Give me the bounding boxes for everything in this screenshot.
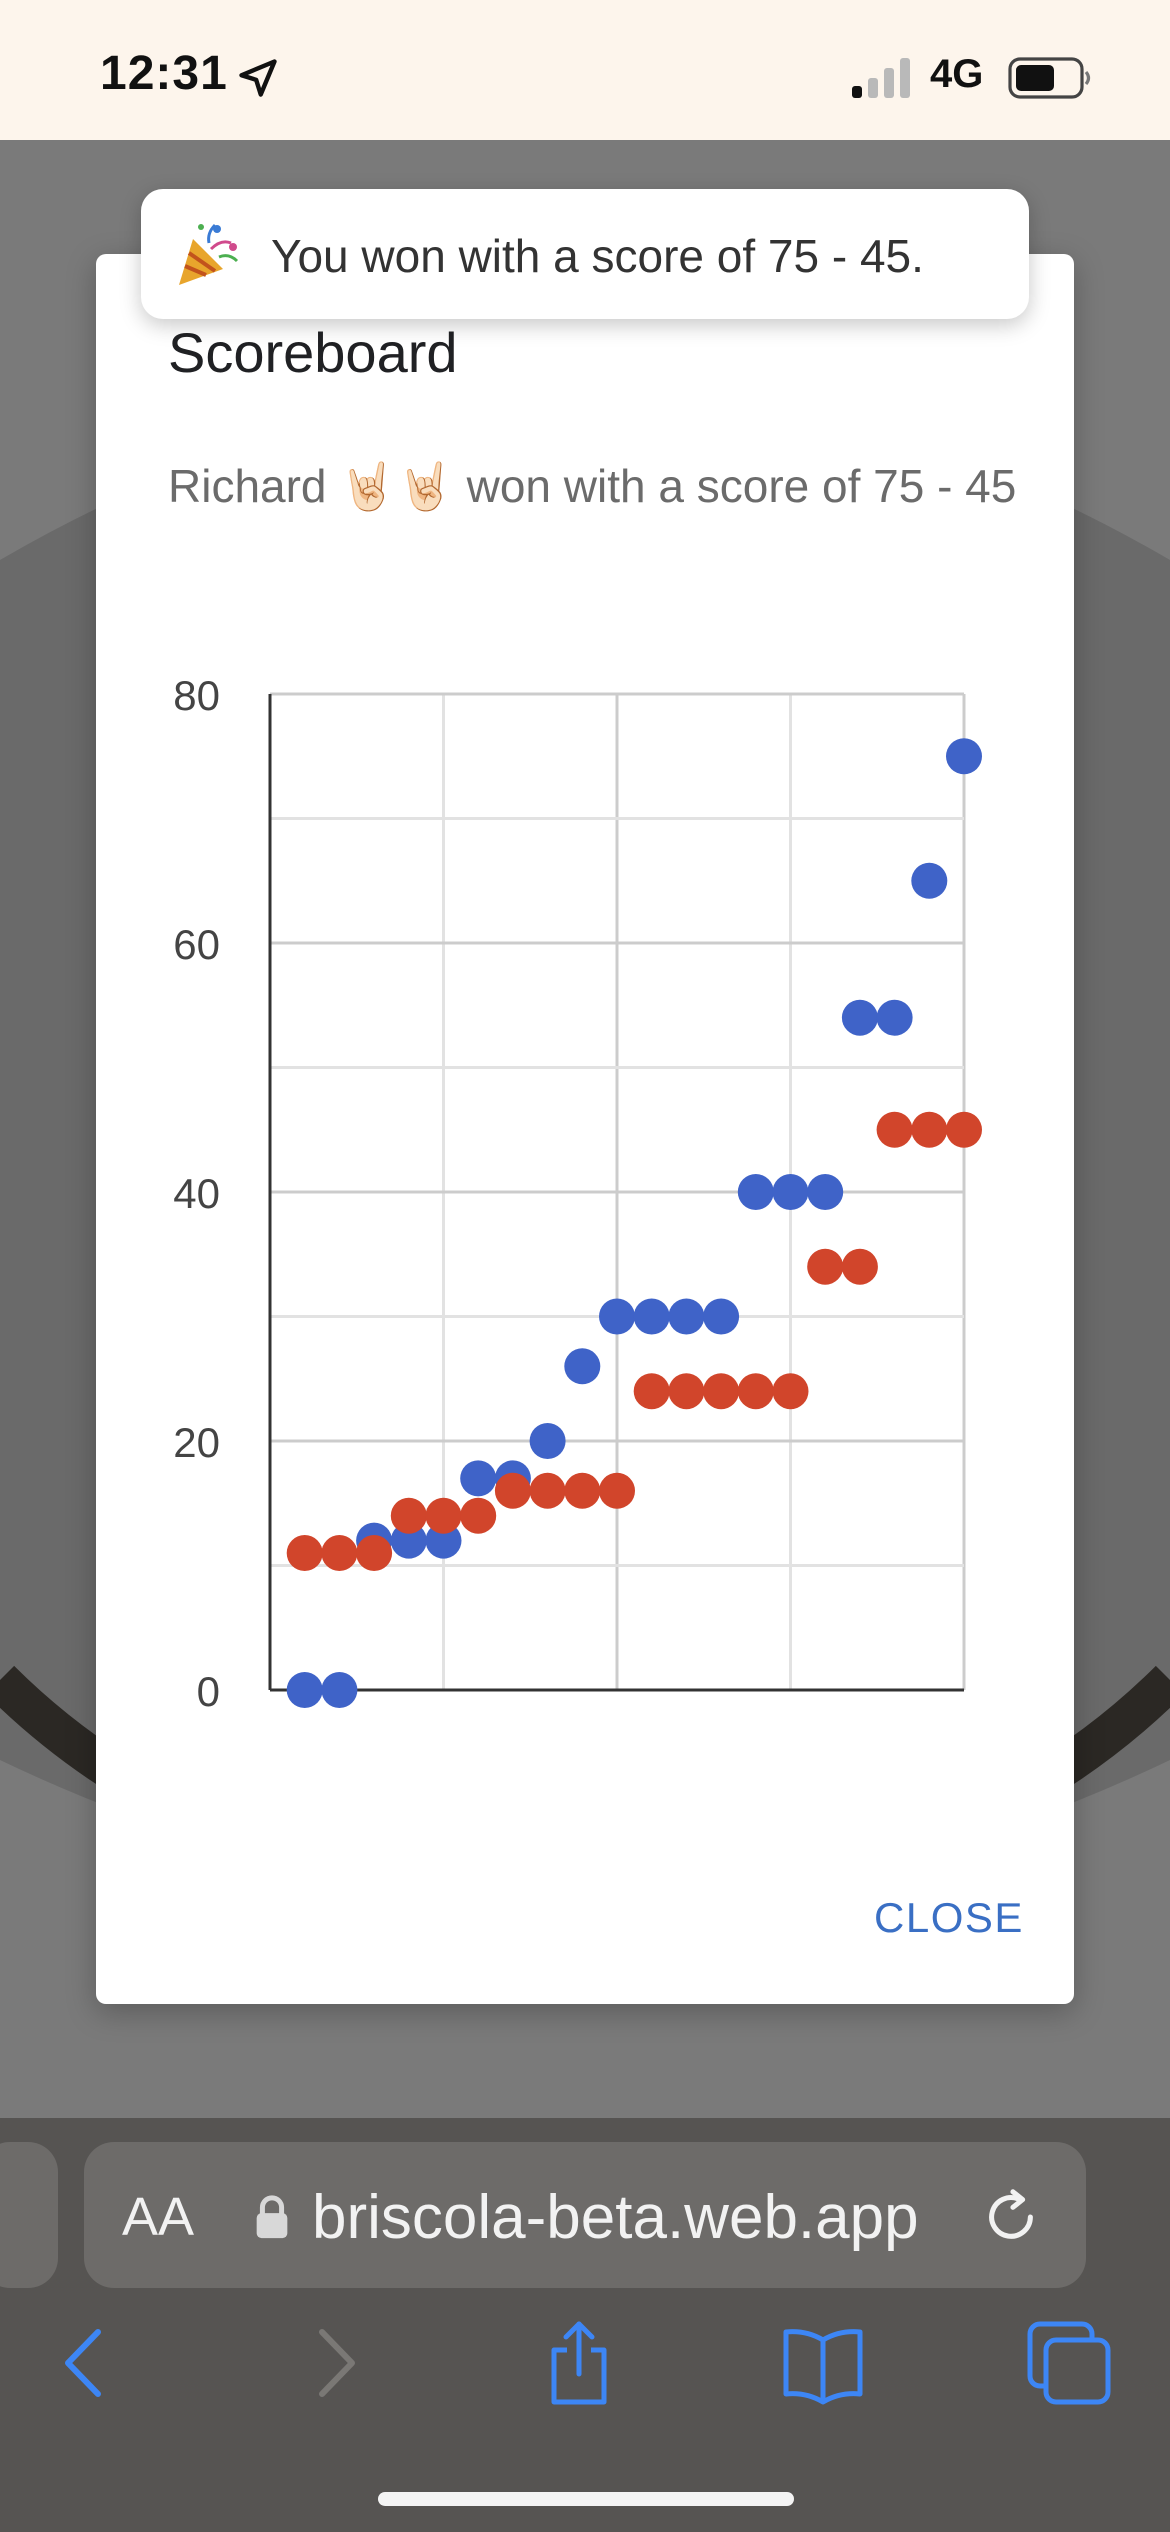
y-tick-label: 60	[173, 921, 220, 968]
opponent-score-point	[633, 1373, 670, 1410]
battery-icon	[1008, 57, 1091, 99]
lock-icon	[256, 2195, 288, 2239]
opponent-score-point	[668, 1373, 705, 1410]
win-toast: You won with a score of 75 - 45.	[141, 189, 1029, 319]
opponent-score-point	[321, 1535, 358, 1572]
previous-tab-peek[interactable]	[0, 2142, 58, 2288]
winner-score-point	[460, 1460, 497, 1497]
party-popper-icon	[179, 223, 239, 285]
y-tick-label: 80	[173, 672, 220, 719]
dialog-title: Scoreboard	[168, 321, 458, 384]
winner-score-point	[772, 1174, 809, 1210]
opponent-score-point	[841, 1248, 878, 1285]
opponent-score-point	[390, 1497, 427, 1534]
tabs-icon[interactable]	[1024, 2318, 1114, 2408]
winner-score-point	[737, 1174, 774, 1210]
opponent-score-point	[876, 1111, 913, 1148]
y-tick-label: 40	[173, 1170, 220, 1217]
winner-score-point	[425, 1522, 462, 1559]
forward-icon[interactable]	[290, 2318, 380, 2408]
network-type: 4G	[930, 52, 984, 96]
address-bar[interactable]: AA briscola-beta.web.app	[84, 2142, 1086, 2288]
location-arrow-icon	[239, 59, 277, 97]
url-text[interactable]: briscola-beta.web.app	[312, 2183, 919, 2252]
winner-score-point	[529, 1423, 566, 1459]
winner-score-point	[703, 1298, 740, 1335]
opponent-score-point	[494, 1472, 531, 1509]
opponent-score-point	[460, 1497, 497, 1534]
home-indicator	[378, 2492, 794, 2506]
winner-message: Richard 🤘🏻🤘🏻 won with a score of 75 - 45	[168, 460, 1017, 512]
opponent-score-point	[772, 1373, 809, 1410]
winner-score-point	[668, 1298, 705, 1335]
bookmarks-icon[interactable]	[778, 2318, 868, 2408]
winner-score-point	[946, 738, 982, 775]
winner-score-point	[286, 1672, 323, 1708]
winner-score-point	[390, 1522, 427, 1559]
opponent-score-point	[599, 1472, 635, 1509]
back-icon[interactable]	[40, 2318, 130, 2408]
status-time: 12:31	[100, 47, 228, 100]
opponent-score-point	[946, 1111, 982, 1148]
winner-score-point	[807, 1174, 844, 1210]
winner-score-point	[911, 862, 948, 899]
winner-score-point	[841, 999, 878, 1036]
opponent-score-point	[703, 1373, 740, 1410]
cellular-signal-icon	[852, 58, 910, 98]
y-tick-label: 0	[197, 1668, 220, 1714]
opponent-score-point	[356, 1535, 393, 1572]
opponent-score-point	[737, 1373, 774, 1410]
opponent-score-point	[807, 1248, 844, 1285]
winner-score-point	[633, 1298, 670, 1335]
opponent-score-point	[286, 1535, 323, 1572]
winner-score-point	[599, 1298, 635, 1335]
text-size-button[interactable]: AA	[122, 2187, 195, 2247]
winner-score-point	[876, 999, 913, 1036]
winner-score-point	[564, 1348, 601, 1385]
reload-icon[interactable]	[980, 2186, 1042, 2248]
share-icon[interactable]	[534, 2318, 624, 2408]
opponent-score-point	[911, 1111, 948, 1148]
status-bar: 12:31 4G	[0, 0, 1170, 140]
opponent-score-point	[529, 1472, 566, 1509]
close-button[interactable]: CLOSE	[874, 1894, 1024, 1941]
toast-message: You won with a score of 75 - 45.	[271, 230, 924, 282]
y-tick-label: 20	[173, 1419, 220, 1466]
score-chart: 02040608001020	[173, 672, 982, 1714]
scoreboard-dialog: Scoreboard Richard 🤘🏻🤘🏻 won with a score…	[96, 254, 1074, 2004]
opponent-score-point	[564, 1472, 601, 1509]
browser-toolbar: AA briscola-beta.web.app	[0, 2118, 1170, 2532]
winner-score-point	[321, 1672, 358, 1708]
opponent-score-point	[425, 1497, 462, 1534]
